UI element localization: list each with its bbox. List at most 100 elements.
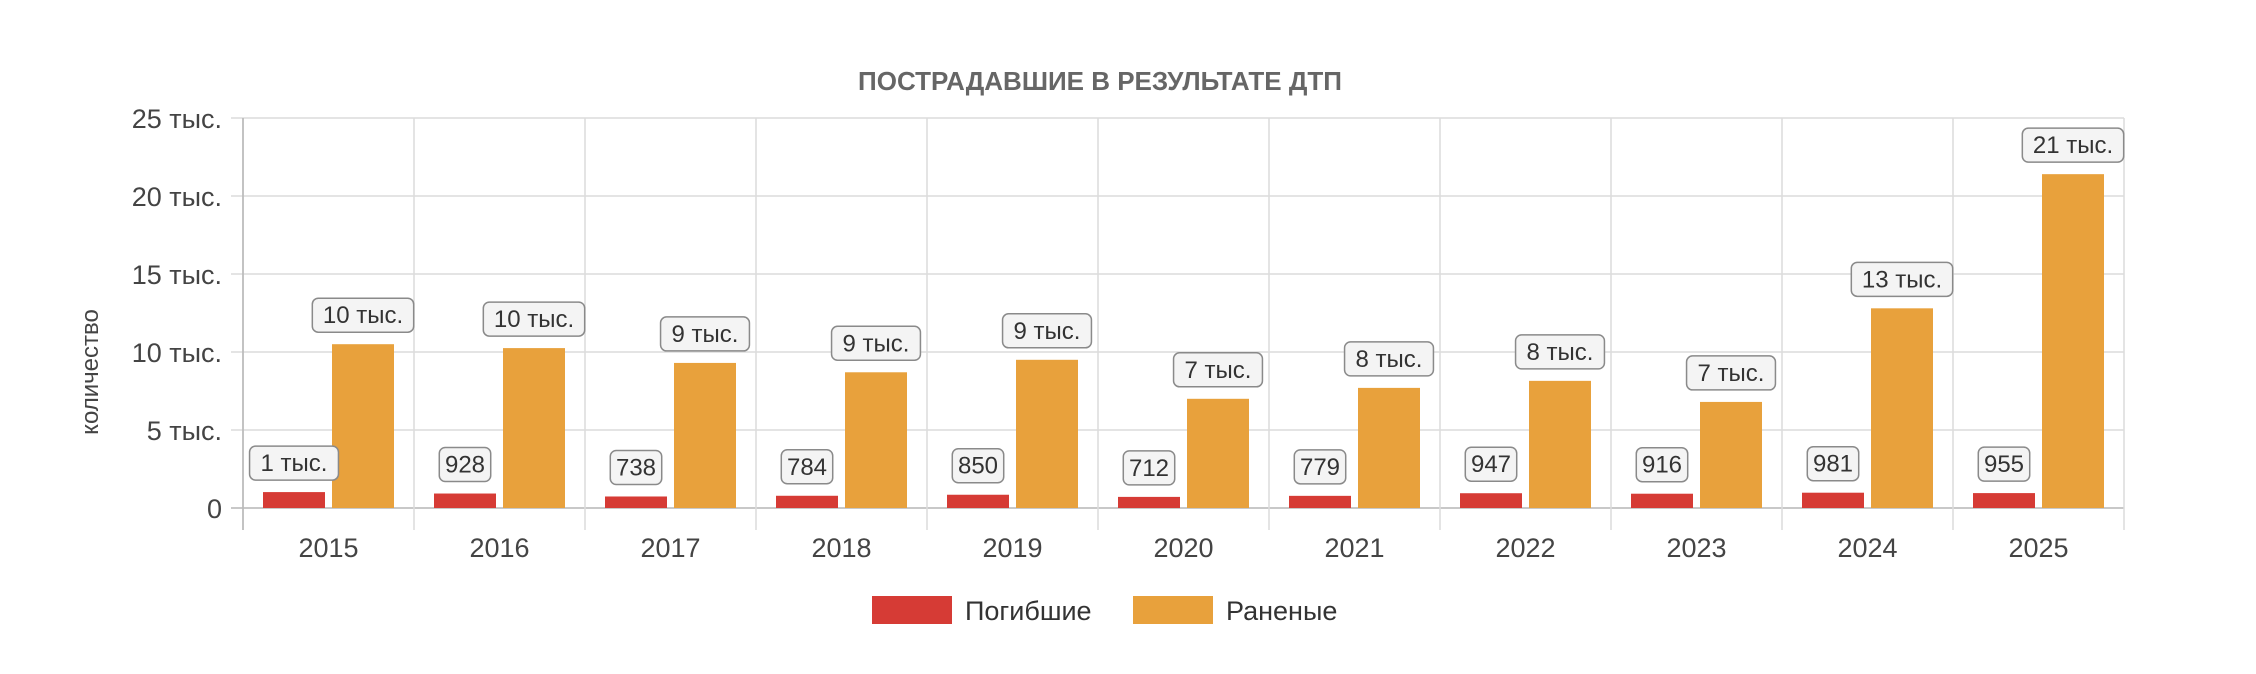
- x-tick-label: 2019: [982, 533, 1042, 563]
- data-label-box: [1464, 446, 1518, 482]
- data-label-text: 779: [1300, 454, 1340, 481]
- x-tick-label: 2022: [1495, 533, 1555, 563]
- legend: Погибшие Раненые: [872, 596, 1337, 626]
- data-label-text: 1 тыс.: [261, 450, 328, 477]
- data-label-box: [1001, 313, 1093, 349]
- y-tick-label: 25 тыс.: [132, 104, 222, 134]
- data-label-text: 916: [1642, 452, 1682, 479]
- data-label-text: 947: [1471, 451, 1511, 478]
- bar-injured-2022: [1529, 380, 1591, 508]
- legend-swatch: [1133, 596, 1213, 624]
- legend-label[interactable]: Раненые: [1226, 596, 1337, 626]
- data-label-text: 10 тыс.: [323, 302, 403, 329]
- x-tick-label: 2018: [811, 533, 871, 563]
- data-label-box: [2021, 127, 2125, 163]
- data-label: 955: [1977, 446, 2031, 482]
- data-label-box: [1635, 446, 1689, 483]
- data-label: 10 тыс.: [311, 297, 415, 333]
- data-label: 981: [1806, 445, 1860, 482]
- data-label: 10 тыс.: [482, 301, 586, 337]
- bar-deaths-2017: [605, 496, 667, 508]
- x-tick-label: 2016: [469, 533, 529, 563]
- data-label: 21 тыс.: [2021, 127, 2125, 163]
- data-label-box: [1122, 450, 1176, 486]
- chart-title: ПОСТРАДАВШИЕ В РЕЗУЛЬТАТЕ ДТП: [858, 66, 1342, 96]
- data-label-text: 850: [958, 453, 998, 480]
- data-label-box: [1293, 449, 1347, 485]
- axes: 0 5 тыс. 10 тыс. 15 тыс. 20 тыс. 25 тыс. 2015 2…: [132, 104, 2069, 563]
- data-label-box: [438, 446, 492, 483]
- data-label-text: 10 тыс.: [494, 306, 574, 333]
- x-tick-label: 2015: [298, 533, 358, 563]
- y-tick-label: 5 тыс.: [147, 416, 222, 446]
- data-label-text: 21 тыс.: [2033, 132, 2113, 159]
- data-label-text: 981: [1813, 451, 1853, 478]
- data-label-box: [482, 301, 586, 337]
- bar-deaths-2021: [1289, 495, 1351, 508]
- data-label: 928: [438, 446, 492, 483]
- data-label: 7 тыс.: [1685, 355, 1777, 391]
- bar-injured-2015: [332, 344, 394, 508]
- data-label: 8 тыс.: [1514, 334, 1606, 370]
- data-label: 13 тыс.: [1850, 261, 1954, 298]
- bar-injured-2025: [2042, 174, 2104, 508]
- bar-injured-2024: [1871, 308, 1933, 508]
- data-label-box: [311, 297, 415, 333]
- y-axis-label: количество: [77, 309, 104, 435]
- legend-label[interactable]: Погибшие: [965, 596, 1092, 626]
- data-label: 738: [609, 449, 663, 486]
- data-label-box: [659, 316, 751, 352]
- data-label-text: 8 тыс.: [1527, 339, 1594, 366]
- data-labels: 1 тыс. 928 738 784 850 712 779 947 916 981 955 10 т…: [248, 127, 2125, 486]
- data-label-box: [951, 447, 1005, 484]
- x-tick-label: 2025: [2008, 533, 2068, 563]
- bar-injured-2016: [503, 348, 565, 508]
- x-tick-label: 2024: [1837, 533, 1897, 563]
- data-label-box: [780, 449, 834, 485]
- data-label-text: 13 тыс.: [1862, 266, 1942, 293]
- data-label: 916: [1635, 446, 1689, 483]
- bar-injured-2019: [1016, 359, 1078, 508]
- bar-deaths-2018: [776, 495, 838, 508]
- data-label: 9 тыс.: [830, 325, 922, 362]
- bar-deaths-2025: [1973, 493, 2035, 508]
- bars: [263, 174, 2104, 508]
- data-label-box: [609, 449, 663, 486]
- data-label-box: [1172, 352, 1264, 388]
- bar-deaths-2016: [434, 493, 496, 508]
- data-label-text: 955: [1984, 451, 2024, 478]
- x-tick-label: 2023: [1666, 533, 1726, 563]
- bar-deaths-2015: [263, 492, 325, 508]
- data-label: 947: [1464, 446, 1518, 482]
- x-tick-label: 2021: [1324, 533, 1384, 563]
- data-label-box: [1685, 355, 1777, 391]
- data-label: 8 тыс.: [1343, 341, 1435, 377]
- bar-deaths-2022: [1460, 493, 1522, 508]
- data-label-box: [1343, 341, 1435, 377]
- y-tick-label: 20 тыс.: [132, 182, 222, 212]
- data-label-box: [1806, 445, 1860, 482]
- data-label-text: 928: [445, 452, 485, 479]
- data-label-text: 9 тыс.: [1014, 318, 1081, 345]
- data-label: 850: [951, 447, 1005, 484]
- data-label-text: 784: [787, 454, 827, 481]
- y-tick-label: 15 тыс.: [132, 260, 222, 290]
- bar-injured-2021: [1358, 387, 1420, 508]
- x-tick-label: 2020: [1153, 533, 1213, 563]
- legend-swatch: [872, 596, 952, 624]
- data-label-text: 7 тыс.: [1185, 357, 1252, 384]
- bar-deaths-2024: [1802, 492, 1864, 508]
- y-tick-label: 0: [207, 494, 222, 524]
- x-tick-label: 2017: [640, 533, 700, 563]
- data-label: 9 тыс.: [1001, 313, 1093, 349]
- data-label-text: 8 тыс.: [1356, 346, 1423, 373]
- data-label-text: 9 тыс.: [672, 321, 739, 348]
- data-label-text: 712: [1129, 455, 1169, 482]
- data-label-text: 7 тыс.: [1698, 360, 1765, 387]
- data-label: 712: [1122, 450, 1176, 486]
- bar-injured-2023: [1700, 401, 1762, 508]
- bar-injured-2017: [674, 362, 736, 508]
- data-label-box: [830, 325, 922, 362]
